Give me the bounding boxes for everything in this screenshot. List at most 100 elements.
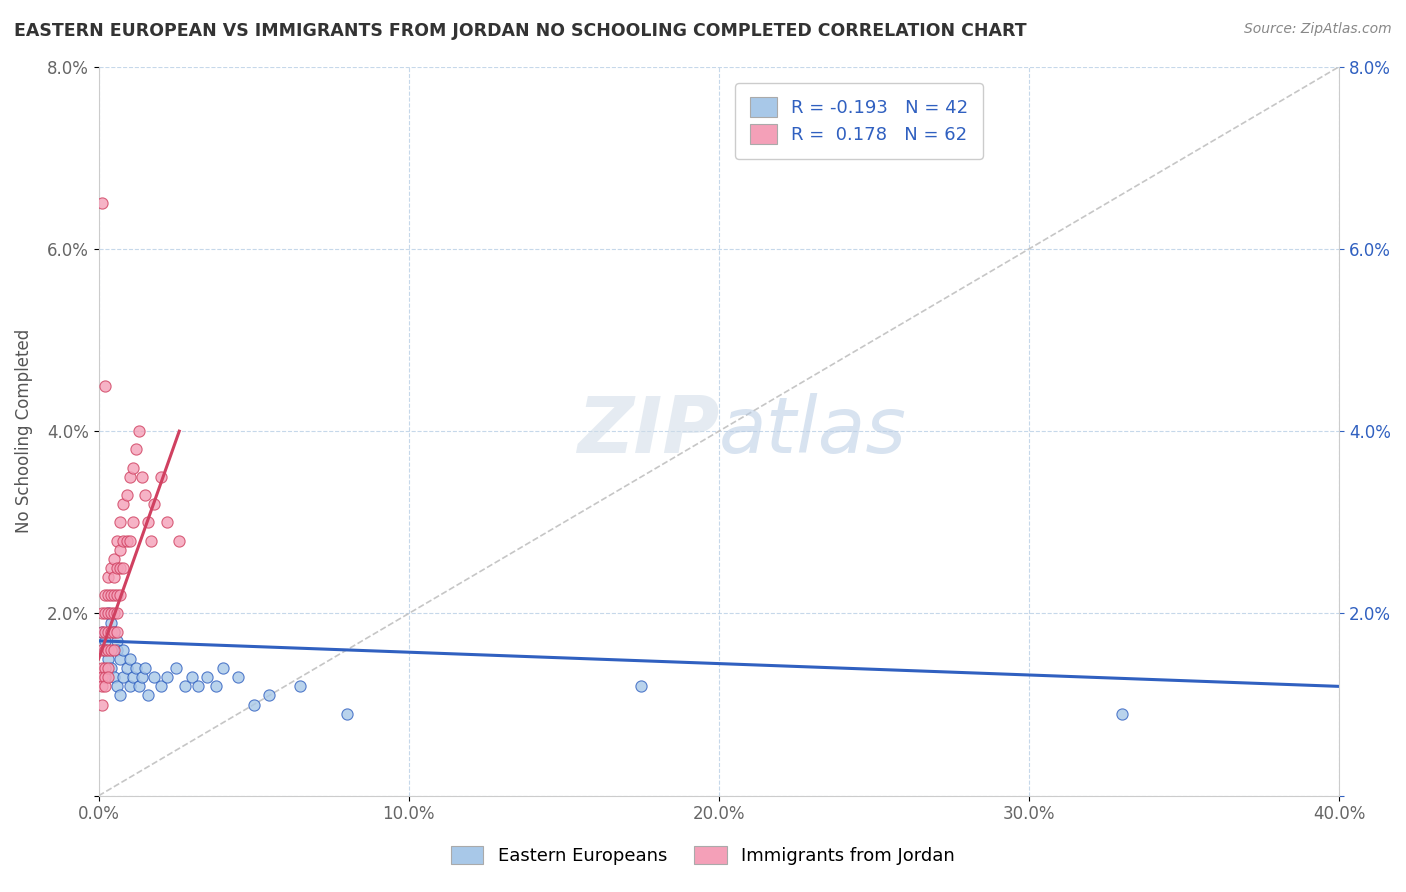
- Point: [90, 679, 112, 693]
- Point: [90, 643, 112, 657]
- Legend: Eastern Europeans, Immigrants from Jordan: Eastern Europeans, Immigrants from Jorda…: [441, 837, 965, 874]
- Y-axis label: No Schooling Completed: No Schooling Completed: [15, 329, 32, 533]
- Point: [115, 661, 138, 675]
- Point: [118, 679, 141, 693]
- Point: [110, 561, 132, 575]
- Point: [100, 561, 122, 575]
- Point: [121, 460, 143, 475]
- Point: [94, 588, 117, 602]
- Point: [110, 516, 132, 530]
- Point: [131, 469, 153, 483]
- Point: [103, 670, 125, 684]
- Point: [105, 643, 128, 657]
- Point: [90, 698, 112, 712]
- Point: [94, 378, 117, 392]
- Point: [103, 607, 125, 621]
- Point: [90, 624, 112, 639]
- Point: [149, 679, 172, 693]
- Point: [105, 607, 128, 621]
- Text: ZIP: ZIP: [576, 393, 718, 469]
- Point: [94, 607, 117, 621]
- Point: [257, 689, 280, 703]
- Point: [105, 679, 128, 693]
- Point: [103, 643, 125, 657]
- Point: [105, 533, 128, 548]
- Point: [125, 661, 148, 675]
- Point: [103, 624, 125, 639]
- Point: [141, 533, 163, 548]
- Point: [97, 670, 120, 684]
- Point: [105, 624, 128, 639]
- Point: [94, 661, 117, 675]
- Point: [1111, 706, 1133, 721]
- Point: [242, 698, 264, 712]
- Point: [97, 652, 120, 666]
- Point: [118, 469, 141, 483]
- Point: [100, 588, 122, 602]
- Point: [105, 588, 128, 602]
- Text: Source: ZipAtlas.com: Source: ZipAtlas.com: [1244, 22, 1392, 37]
- Point: [118, 533, 141, 548]
- Point: [97, 570, 120, 584]
- Point: [100, 643, 122, 657]
- Point: [136, 516, 159, 530]
- Point: [112, 533, 135, 548]
- Point: [134, 661, 156, 675]
- Point: [143, 670, 166, 684]
- Point: [165, 661, 187, 675]
- Point: [195, 670, 218, 684]
- Point: [136, 689, 159, 703]
- Point: [100, 661, 122, 675]
- Point: [149, 469, 172, 483]
- Point: [167, 533, 190, 548]
- Point: [112, 497, 135, 511]
- Point: [336, 706, 359, 721]
- Point: [94, 633, 117, 648]
- Point: [110, 652, 132, 666]
- Point: [103, 624, 125, 639]
- Point: [105, 561, 128, 575]
- Point: [110, 542, 132, 557]
- Text: EASTERN EUROPEAN VS IMMIGRANTS FROM JORDAN NO SCHOOLING COMPLETED CORRELATION CH: EASTERN EUROPEAN VS IMMIGRANTS FROM JORD…: [14, 22, 1026, 40]
- Point: [90, 670, 112, 684]
- Point: [630, 679, 652, 693]
- Legend: R = -0.193   N = 42, R =  0.178   N = 62: R = -0.193 N = 42, R = 0.178 N = 62: [735, 83, 983, 159]
- Point: [110, 689, 132, 703]
- Point: [97, 624, 120, 639]
- Point: [125, 442, 148, 457]
- Point: [211, 661, 233, 675]
- Point: [105, 633, 128, 648]
- Point: [97, 643, 120, 657]
- Point: [226, 670, 249, 684]
- Point: [103, 570, 125, 584]
- Point: [205, 679, 228, 693]
- Point: [97, 607, 120, 621]
- Point: [100, 607, 122, 621]
- Point: [100, 615, 122, 630]
- Point: [118, 652, 141, 666]
- Point: [94, 679, 117, 693]
- Point: [94, 643, 117, 657]
- Point: [187, 679, 209, 693]
- Point: [128, 424, 150, 438]
- Point: [121, 516, 143, 530]
- Point: [128, 679, 150, 693]
- Point: [290, 679, 312, 693]
- Point: [112, 643, 135, 657]
- Point: [103, 588, 125, 602]
- Point: [90, 661, 112, 675]
- Point: [94, 670, 117, 684]
- Point: [121, 670, 143, 684]
- Point: [112, 561, 135, 575]
- Point: [97, 588, 120, 602]
- Point: [94, 643, 117, 657]
- Point: [156, 670, 179, 684]
- Point: [103, 551, 125, 566]
- Point: [90, 196, 112, 211]
- Point: [180, 670, 202, 684]
- Point: [97, 661, 120, 675]
- Point: [115, 488, 138, 502]
- Point: [134, 488, 156, 502]
- Point: [174, 679, 197, 693]
- Point: [112, 670, 135, 684]
